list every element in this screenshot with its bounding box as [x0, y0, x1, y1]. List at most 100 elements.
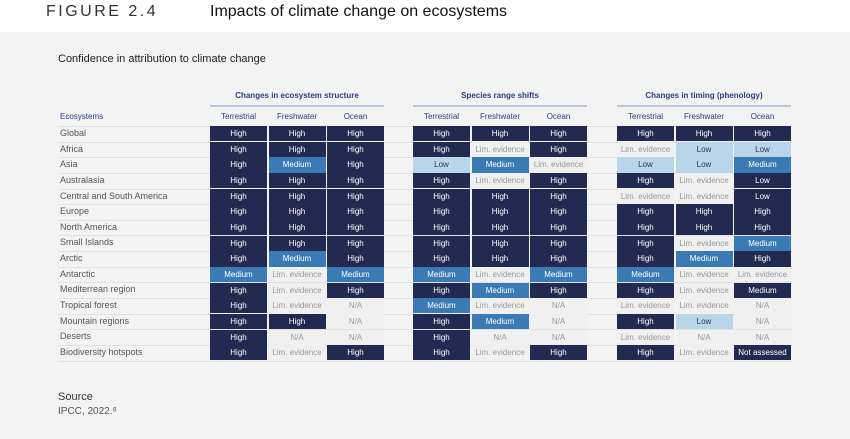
- table-cell: High: [210, 329, 267, 345]
- table-cell: High: [734, 126, 791, 142]
- table-cell: High: [327, 282, 384, 298]
- table-cell: High: [471, 126, 529, 142]
- table-cell: High: [617, 235, 674, 251]
- table-cell: Low: [734, 141, 791, 158]
- table-cell: N/A: [734, 313, 791, 330]
- table-cell: High: [530, 235, 587, 251]
- row-label: Australasia: [60, 174, 105, 185]
- table-cell: Medium: [530, 266, 587, 283]
- row-label: Central and South America: [60, 190, 168, 201]
- table-cell: High: [327, 345, 384, 361]
- table-cell: Medium: [413, 298, 470, 314]
- table-cell: Lim. evidence: [734, 266, 791, 283]
- table-cell: High: [327, 220, 384, 236]
- column-header: Terrestrial: [423, 112, 460, 121]
- table-cell: High: [617, 251, 674, 267]
- table-cell: High: [734, 204, 791, 220]
- table-cell: High: [413, 188, 470, 204]
- table-cell: Medium: [471, 313, 529, 330]
- table-cell: High: [210, 157, 267, 173]
- table-cell: High: [268, 235, 326, 251]
- table-cell: High: [530, 282, 587, 298]
- table-cell: Lim. evidence: [617, 188, 674, 204]
- table-cell: Medium: [675, 251, 733, 267]
- table-cell: High: [471, 204, 529, 220]
- table-cell: High: [530, 345, 587, 361]
- table-cell: High: [413, 282, 470, 298]
- table-cell: High: [617, 173, 674, 189]
- table-cell: High: [413, 173, 470, 189]
- table-cell: Medium: [734, 157, 791, 173]
- table-cell: Lim. evidence: [675, 266, 733, 283]
- column-header: Ocean: [546, 112, 571, 121]
- table-cell: High: [268, 141, 326, 158]
- table-cell: High: [327, 204, 384, 220]
- table-cell: High: [327, 235, 384, 251]
- table-cell: Lim. evidence: [268, 282, 326, 298]
- table-cell: High: [530, 126, 587, 142]
- row-divider: [58, 360, 792, 362]
- table-cell: High: [617, 220, 674, 236]
- table-cell: Lim. evidence: [268, 266, 326, 283]
- table-cell: High: [675, 126, 733, 142]
- table-subtitle: Confidence in attribution to climate cha…: [58, 53, 266, 65]
- group-title: Changes in ecosystem structure: [235, 91, 359, 100]
- column-header: Freshwater: [276, 112, 317, 121]
- row-label: Africa: [60, 143, 84, 154]
- table-cell: Low: [413, 157, 470, 173]
- row-label: Global: [60, 128, 87, 138]
- group-underline: [210, 105, 384, 107]
- table-cell: High: [617, 126, 674, 142]
- table-cell: Lim. evidence: [471, 345, 529, 361]
- table-cell: High: [327, 157, 384, 173]
- table-cell: High: [327, 141, 384, 158]
- group-title: Changes in timing (phenology): [645, 91, 763, 100]
- table-cell: High: [675, 204, 733, 220]
- table-cell: High: [268, 188, 326, 204]
- table-cell: Medium: [471, 282, 529, 298]
- table-cell: Lim. evidence: [471, 173, 529, 189]
- table-cell: High: [530, 251, 587, 267]
- table-cell: High: [268, 173, 326, 189]
- table-cell: N/A: [471, 329, 529, 345]
- table-cell: High: [268, 313, 326, 330]
- table-cell: Low: [675, 313, 733, 330]
- table-cell: High: [617, 345, 674, 361]
- table-cell: Low: [675, 141, 733, 158]
- row-label: Asia: [60, 159, 78, 170]
- table-cell: High: [734, 220, 791, 236]
- table-cell: Medium: [268, 251, 326, 267]
- table-cell: High: [413, 313, 470, 330]
- table-cell: High: [210, 126, 267, 142]
- row-label: Tropical forest: [60, 300, 117, 311]
- table-cell: N/A: [327, 298, 384, 314]
- table-cell: Medium: [327, 266, 384, 283]
- table-cell: High: [413, 220, 470, 236]
- table-cell: High: [413, 251, 470, 267]
- table-cell: High: [268, 220, 326, 236]
- row-label: North America: [60, 221, 118, 232]
- figure-title: Impacts of climate change on ecosystems: [210, 3, 508, 20]
- table-cell: High: [327, 251, 384, 267]
- table-cell: Lim. evidence: [268, 298, 326, 314]
- table-cell: High: [210, 173, 267, 189]
- table-cell: Low: [617, 157, 674, 173]
- table-cell: Lim. evidence: [675, 173, 733, 189]
- row-label: Biodiversity hotspots: [60, 346, 143, 357]
- row-label: Arctic: [60, 253, 83, 264]
- table-cell: High: [210, 235, 267, 251]
- table-cell: Medium: [617, 266, 674, 283]
- table-cell: Medium: [471, 157, 529, 173]
- table-cell: High: [413, 345, 470, 361]
- table-cell: Low: [734, 173, 791, 189]
- table-cell: High: [210, 313, 267, 330]
- table-cell: High: [327, 188, 384, 204]
- table-cell: Low: [734, 188, 791, 204]
- group-underline: [413, 105, 587, 107]
- table-cell: N/A: [530, 313, 587, 330]
- table-cell: Medium: [268, 157, 326, 173]
- table-cell: N/A: [327, 329, 384, 345]
- table-cell: High: [530, 173, 587, 189]
- table-cell: Medium: [413, 266, 470, 283]
- table-cell: High: [530, 220, 587, 236]
